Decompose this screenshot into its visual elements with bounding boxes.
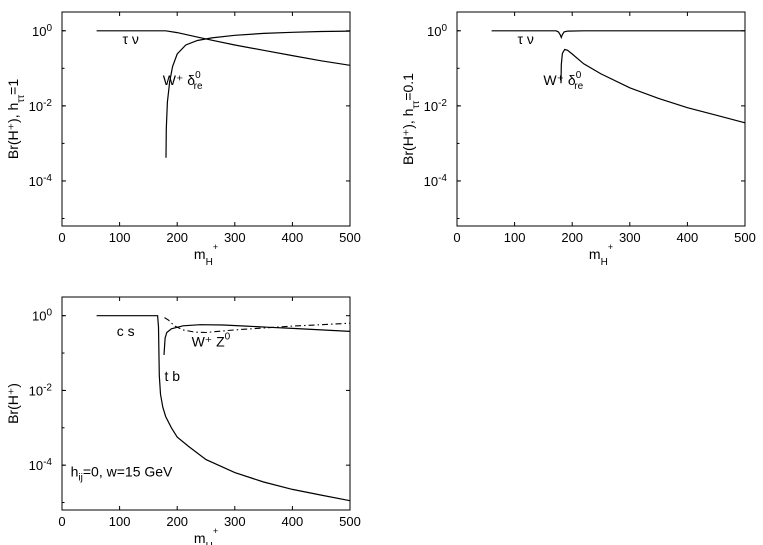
curve-annotation: W⁺ δ0 re <box>543 70 583 92</box>
y-axis-label: Br(H⁺) <box>5 383 21 424</box>
y-tick-label: 10-2 <box>29 97 53 114</box>
curve-annotation: c s <box>117 323 135 339</box>
x-tick-label: 100 <box>109 514 131 529</box>
curve-annotation: τ ν <box>122 31 138 47</box>
x-tick-label: 200 <box>561 230 583 245</box>
curve-annotation: τ ν <box>517 31 533 47</box>
y-tick-label: 10-4 <box>424 172 448 189</box>
series-line-0 <box>96 315 351 502</box>
curve-annotation: hij=0, w=15 GeV <box>71 463 173 483</box>
y-tick-label: 10-2 <box>424 97 448 114</box>
series-line-1 <box>163 324 351 355</box>
x-axis-label: mH+ <box>194 526 218 545</box>
x-tick-label: 500 <box>734 230 756 245</box>
x-tick-label: 300 <box>224 230 246 245</box>
panel-bottom-left: 0 100 200 300 400 500 100 10-2 10-4 mH+ Br(H⁺) c s W… <box>5 296 361 545</box>
x-tick-label: 400 <box>677 230 699 245</box>
series-line-0 <box>96 30 351 66</box>
curve-annotation: W⁺ Z0 <box>192 331 231 349</box>
y-tick-label: 10-2 <box>29 382 53 399</box>
x-tick-label: 400 <box>282 514 304 529</box>
y-axis-label: Br(H⁺), hττ=1 <box>5 79 27 159</box>
curve-annotation: t b <box>165 368 181 384</box>
y-tick-label: 10-4 <box>29 457 53 474</box>
y-tick-label: 100 <box>32 22 52 39</box>
x-tick-label: 300 <box>619 230 641 245</box>
series-line-0 <box>491 30 745 40</box>
x-tick-label: 100 <box>504 230 526 245</box>
plot-frame <box>456 11 746 227</box>
series-line-1 <box>560 48 746 124</box>
plot-frame <box>61 11 351 227</box>
panel-top-right: 0 100 200 300 400 500 100 10-2 10-4 mH+ Br(H⁺), hτ… <box>400 11 756 268</box>
series-line-2 <box>164 317 351 334</box>
y-tick-label: 100 <box>32 307 52 324</box>
x-tick-label: 200 <box>166 230 188 245</box>
x-tick-label: 100 <box>109 230 131 245</box>
x-tick-label: 200 <box>166 514 188 529</box>
x-axis-label: mH+ <box>194 242 218 268</box>
y-axis-label: Br(H⁺), hττ=0.1 <box>400 73 422 165</box>
y-tick-label: 10-4 <box>29 172 53 189</box>
x-tick-label: 400 <box>282 230 304 245</box>
x-tick-label: 300 <box>224 514 246 529</box>
series-line-1 <box>165 30 351 158</box>
x-tick-label: 500 <box>339 514 361 529</box>
x-tick-label: 0 <box>453 230 460 245</box>
curve-annotation: W⁺ δ0 re <box>163 70 203 92</box>
x-tick-label: 0 <box>58 230 65 245</box>
y-tick-label: 100 <box>427 22 447 39</box>
panel-top-left: 0 100 200 300 400 500 100 10-2 10-4 mH+ Br(H⁺), hτ… <box>5 11 361 268</box>
x-axis-label: mH+ <box>589 242 613 268</box>
x-tick-label: 0 <box>58 514 65 529</box>
plot-frame <box>61 296 351 511</box>
x-tick-label: 500 <box>339 230 361 245</box>
